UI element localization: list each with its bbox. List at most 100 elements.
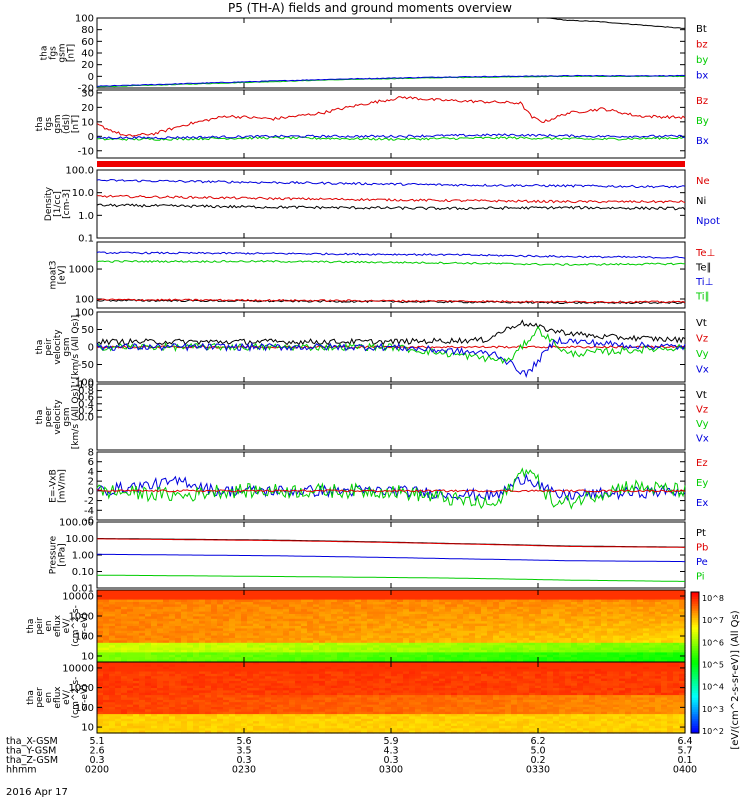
heatmap-cell [637,609,644,613]
heatmap-cell [277,609,284,613]
heatmap-cell [439,647,446,651]
heatmap-cell [211,630,218,634]
heatmap-cell [367,650,374,653]
heatmap-cell [403,704,410,708]
heatmap-cell [139,657,146,661]
heatmap-cell [553,594,560,598]
heatmap-cell [199,678,206,682]
heatmap-cell [325,633,332,637]
heatmap-cell [457,638,464,641]
heatmap-cell [583,597,590,601]
heatmap-cell [145,621,152,625]
heatmap-cell [181,623,188,627]
heatmap-cell [613,628,620,632]
heatmap-cell [325,642,332,646]
heatmap-cell [157,626,164,629]
heatmap-cell [589,659,596,663]
heatmap-cell [631,652,638,656]
heatmap-cell [283,647,290,651]
heatmap-cell [541,657,548,661]
heatmap-cell [163,592,170,596]
heatmap-cell [313,683,320,687]
heatmap-cell [433,697,440,701]
heatmap-cell [361,638,368,641]
heatmap-cell [265,642,272,646]
heatmap-cell [163,669,170,673]
heatmap-cell [295,716,302,720]
panel-frame [96,241,686,309]
heatmap-cell [385,662,392,665]
heatmap-cell [223,597,230,601]
heatmap-cell [289,702,296,706]
heatmap-cell [511,618,518,622]
heatmap-cell [217,680,224,684]
heatmap-cell [103,597,110,601]
heatmap-cell [325,709,332,713]
heatmap-cell [385,645,392,649]
heatmap-cell [289,716,296,720]
heatmap-cell [259,662,266,665]
heatmap-cell [571,630,578,634]
heatmap-cell [631,659,638,663]
heatmap-cell [379,645,386,649]
heatmap-cell [187,662,194,665]
heatmap-cell [109,728,116,732]
heatmap-cell [433,597,440,601]
y-axis-label: velocity [53,399,63,435]
heatmap-cell [163,690,170,694]
heatmap-cell [259,614,266,617]
heatmap-cell [283,654,290,658]
heatmap-cell [373,635,380,639]
heatmap-cell [313,604,320,608]
heatmap-cell [331,711,338,715]
heatmap-cell [169,671,176,675]
heatmap-cell [295,664,302,668]
heatmap-cell [193,680,200,684]
heatmap-cell [631,611,638,615]
heatmap-cell [211,654,218,658]
heatmap-cell [169,590,176,593]
heatmap-cell [187,699,194,703]
y-axis-label: gsm [62,407,72,426]
heatmap-cell [595,623,602,627]
heatmap-cell [205,688,212,691]
heatmap-cell [379,650,386,653]
y-tick-label: 0.2 [78,406,94,417]
heatmap-cell [391,688,398,691]
heatmap-cell [283,725,290,729]
heatmap-cell [601,642,608,646]
heatmap-cell [343,654,350,658]
heatmap-cell [199,688,206,691]
heatmap-cell [637,618,644,622]
heatmap-cell [397,657,404,661]
heatmap-cell [103,721,110,725]
heatmap-cell [421,704,428,708]
heatmap-cell [139,604,146,608]
heatmap-cell [307,597,314,601]
heatmap-cell [379,690,386,694]
heatmap-cell [175,666,182,670]
heatmap-cell [145,616,152,620]
heatmap-cell [385,647,392,651]
heatmap-cell [157,599,164,603]
heatmap-cell [349,647,356,651]
heatmap-cell [181,606,188,610]
heatmap-cell [169,730,176,734]
heatmap-cell [169,683,176,687]
heatmap-cell [409,594,416,598]
heatmap-cell [139,697,146,701]
heatmap-cell [643,614,650,617]
heatmap-cell [217,673,224,677]
heatmap-cell [481,599,488,603]
heatmap-cell [157,635,164,639]
heatmap-cell [133,623,140,627]
heatmap-cell [271,628,278,632]
heatmap-cell [523,590,530,593]
heatmap-cell [259,609,266,613]
heatmap-cell [337,723,344,727]
heatmap-cell [451,602,458,605]
heatmap-cell [187,633,194,637]
heatmap-cell [361,657,368,661]
